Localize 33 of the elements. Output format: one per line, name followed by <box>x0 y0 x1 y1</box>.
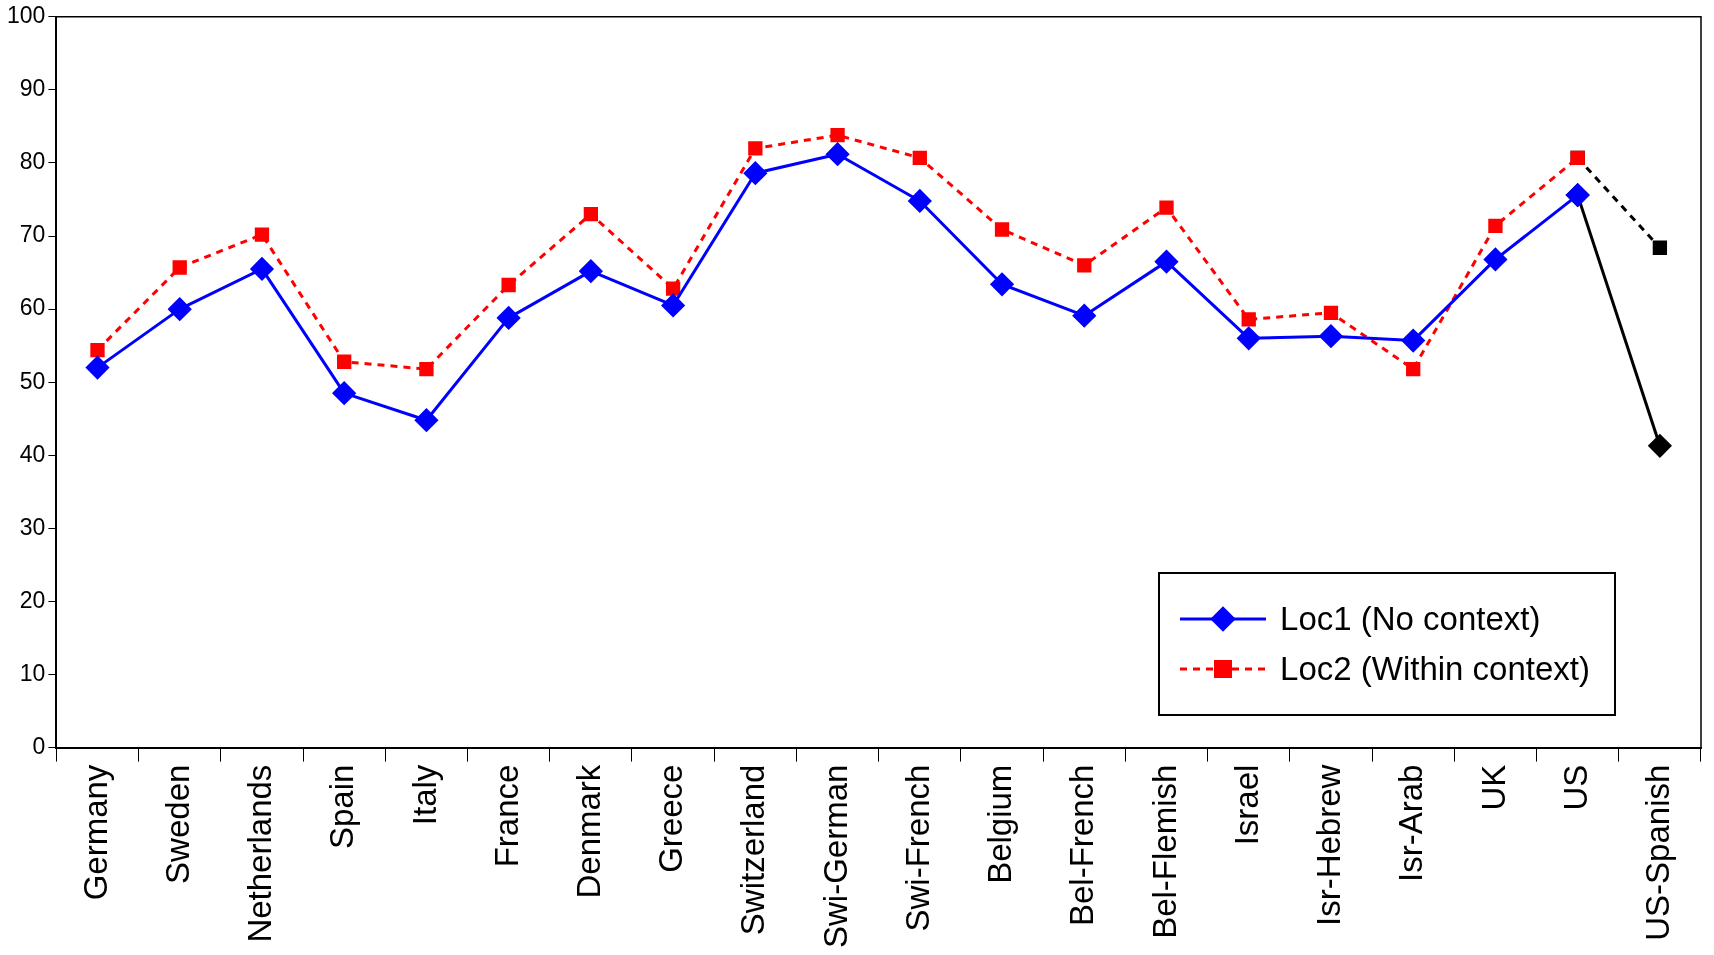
y-tick-label: 80 <box>19 148 46 175</box>
legend-label: Loc1 (No context) <box>1280 599 1541 638</box>
y-tick-label: 10 <box>19 659 46 686</box>
x-tick-label: US <box>1556 764 1594 811</box>
x-tick-label: Sweden <box>158 764 196 884</box>
legend-label: Loc2 (Within context) <box>1280 649 1590 688</box>
x-tick-label: Isr-Hebrew <box>1310 764 1348 926</box>
x-tick-label: Spain <box>323 764 361 850</box>
y-tick-label: 100 <box>7 2 46 29</box>
y-tick-label: 70 <box>19 221 46 248</box>
y-tick-label: 0 <box>32 732 46 759</box>
x-tick-label: Germany <box>76 764 114 901</box>
y-tick-label: 60 <box>19 294 46 321</box>
x-tick-label: Netherlands <box>241 764 279 943</box>
x-tick-label: US-Spanish <box>1638 764 1676 941</box>
y-tick-label: 20 <box>19 586 46 613</box>
x-tick-label: Switzerland <box>734 764 772 936</box>
x-tick-label: Belgium <box>981 764 1019 884</box>
x-tick-label: Bel-Flemish <box>1145 764 1183 939</box>
x-tick-label: Italy <box>405 764 443 826</box>
x-tick-label: UK <box>1474 764 1512 811</box>
x-tick-label: Bel-French <box>1063 764 1101 927</box>
y-tick-label: 50 <box>19 367 46 394</box>
x-tick-label: France <box>487 764 525 868</box>
x-tick-label: Denmark <box>569 764 607 899</box>
x-tick-label: Swi-French <box>898 764 936 932</box>
y-tick-label: 90 <box>19 75 46 102</box>
y-tick-label: 30 <box>19 513 46 540</box>
x-tick-label: Isr-Arab <box>1392 764 1430 882</box>
x-tick-label: Greece <box>652 764 690 873</box>
y-tick-label: 40 <box>19 440 46 467</box>
x-tick-label: Israel <box>1227 764 1265 846</box>
x-tick-label: Swi-German <box>816 764 854 949</box>
